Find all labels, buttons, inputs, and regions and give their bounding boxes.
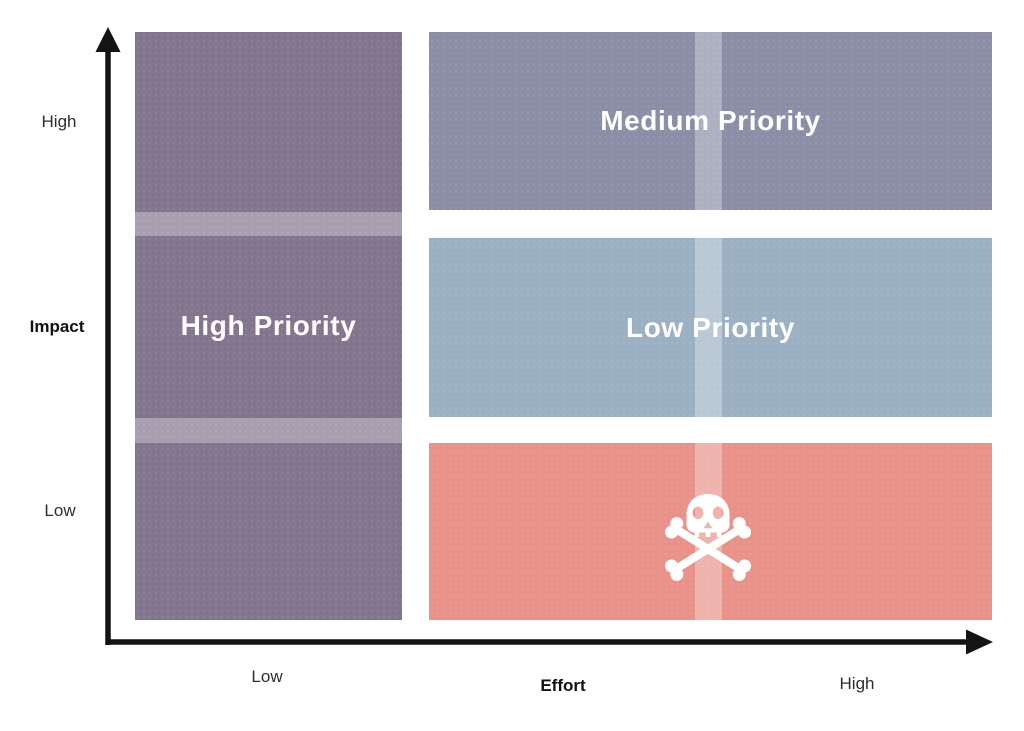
x-axis-tick-high: High	[839, 674, 875, 693]
quadrant-low-priority: Low Priority	[429, 238, 992, 417]
column-divider-band	[695, 32, 722, 210]
column-divider-band	[695, 238, 722, 417]
x-axis-arrowhead-icon	[966, 629, 993, 655]
quadrant-label-low-priority: Low Priority	[626, 311, 795, 343]
quadrant-label-medium-priority: Medium Priority	[600, 105, 821, 136]
y-axis-arrowhead-icon	[95, 27, 121, 52]
skull-crossbones-icon	[664, 494, 752, 581]
quadrant-label-high-priority: High Priority	[180, 310, 357, 341]
quadrant-danger	[429, 443, 992, 620]
quadrant-medium-priority: Medium Priority	[429, 32, 992, 210]
row-divider-band	[135, 212, 402, 236]
row-divider-band	[135, 418, 402, 443]
y-axis-tick-low: Low	[44, 501, 76, 520]
y-axis-tick-high: High	[41, 112, 77, 131]
y-axis-label: Impact	[29, 317, 85, 336]
x-axis-tick-low: Low	[251, 667, 283, 686]
quadrant-high-priority: High Priority	[135, 32, 402, 620]
x-axis-label: Effort	[540, 676, 586, 695]
